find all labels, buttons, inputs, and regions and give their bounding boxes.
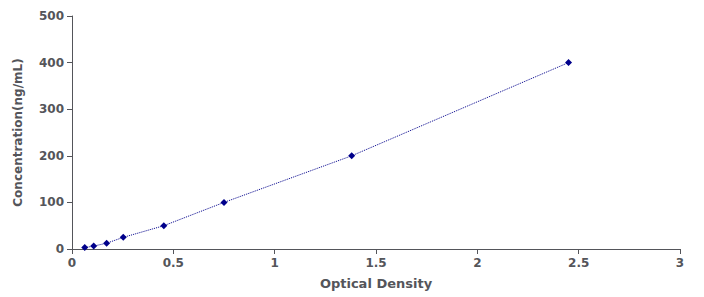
svg-text:3: 3 — [676, 256, 684, 270]
svg-text:0.5: 0.5 — [163, 256, 184, 270]
svg-text:Optical Density: Optical Density — [320, 276, 433, 291]
svg-text:0: 0 — [56, 242, 64, 256]
svg-text:1: 1 — [270, 256, 278, 270]
svg-text:400: 400 — [39, 56, 64, 70]
svg-text:2.5: 2.5 — [568, 256, 589, 270]
svg-text:0: 0 — [68, 256, 76, 270]
svg-text:100: 100 — [39, 195, 64, 209]
svg-text:2: 2 — [473, 256, 481, 270]
svg-text:1.5: 1.5 — [365, 256, 386, 270]
svg-text:300: 300 — [39, 102, 64, 116]
svg-text:500: 500 — [39, 9, 64, 23]
svg-text:200: 200 — [39, 149, 64, 163]
svg-text:Concentration(ng/mL): Concentration(ng/mL) — [11, 58, 25, 206]
